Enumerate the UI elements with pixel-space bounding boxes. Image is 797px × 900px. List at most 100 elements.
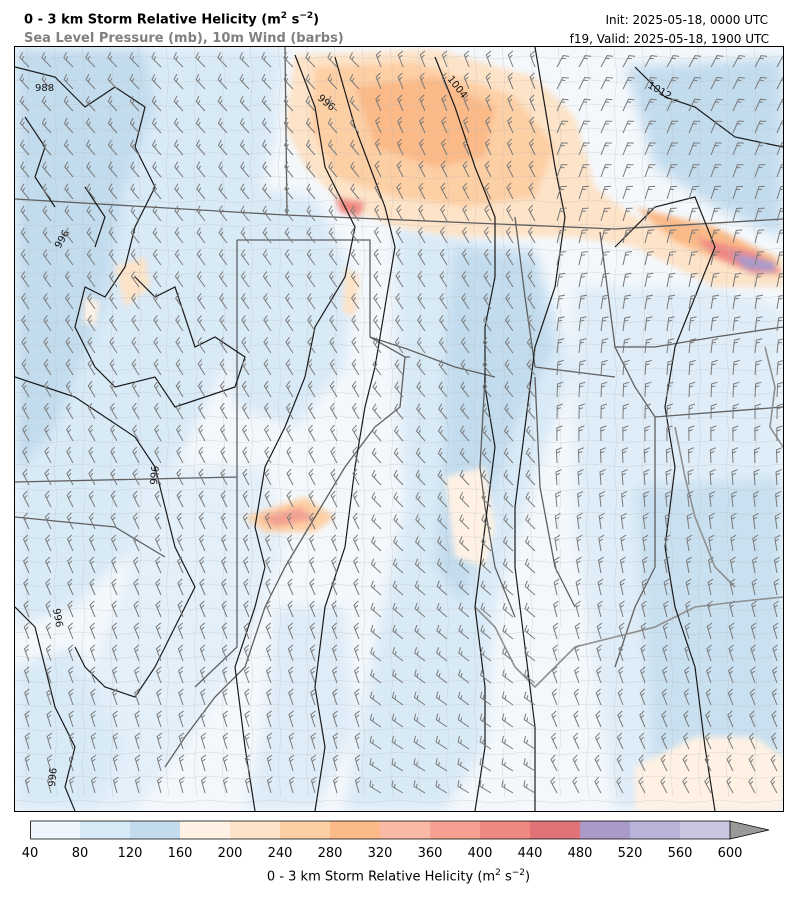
wind-barb <box>435 713 448 728</box>
wind-barb <box>600 142 612 156</box>
wind-barb <box>641 600 647 618</box>
wind-barb <box>666 272 676 288</box>
wind-barb <box>505 293 514 310</box>
wind-barb <box>551 688 558 706</box>
wind-barb <box>307 358 316 376</box>
wind-barb <box>330 534 338 552</box>
wind-barb <box>307 315 316 332</box>
wind-barb <box>643 469 650 486</box>
wind-barb <box>90 776 97 794</box>
wind-barb <box>85 95 96 112</box>
wind-barb <box>22 534 30 552</box>
wind-barb <box>288 710 294 728</box>
wind-barb <box>152 249 162 266</box>
wind-barb <box>263 380 272 398</box>
wind-barb <box>242 534 250 552</box>
wind-barb <box>19 139 30 156</box>
wind-barb <box>41 73 52 90</box>
wind-barb <box>524 624 536 640</box>
wind-barb <box>556 359 564 376</box>
wind-barb <box>393 469 404 486</box>
wind-barb <box>396 160 404 178</box>
wind-barb <box>556 120 569 134</box>
wind-barb <box>243 622 250 640</box>
wind-barb <box>413 691 426 706</box>
wind-barb <box>666 164 678 178</box>
wind-barb <box>481 425 492 442</box>
wind-barb <box>458 580 470 596</box>
wind-barb <box>578 120 591 134</box>
wind-barb <box>682 732 690 750</box>
wind-barb <box>392 580 404 596</box>
wind-barb <box>525 536 536 552</box>
wind-barb <box>63 73 74 90</box>
wind-barb <box>351 424 360 442</box>
wind-barb <box>41 117 52 134</box>
wind-barb <box>112 776 119 794</box>
wind-barb <box>600 403 607 420</box>
wind-barb <box>178 710 184 728</box>
wind-barb <box>89 666 96 684</box>
wind-barb <box>553 578 560 596</box>
wind-barb <box>771 710 778 728</box>
wind-barb <box>666 294 676 310</box>
wind-barb <box>555 490 562 508</box>
wind-barb <box>578 381 586 398</box>
wind-barb <box>332 710 338 728</box>
wind-barb <box>265 600 272 618</box>
wind-barb <box>749 710 756 728</box>
wind-barb <box>308 490 316 508</box>
colorbar-segment <box>330 821 381 839</box>
wind-barb <box>504 381 514 398</box>
wind-barb <box>132 490 140 508</box>
wind-barb <box>666 76 679 90</box>
wind-barb <box>481 447 492 464</box>
wind-barb <box>459 447 470 464</box>
wind-barb <box>243 644 250 662</box>
wind-barb <box>754 251 764 266</box>
colorbar-tick-label: 40 <box>21 846 39 861</box>
wind-barb <box>327 73 338 90</box>
wind-barb <box>328 227 338 244</box>
wind-barb <box>310 732 317 750</box>
wind-barb <box>437 447 448 464</box>
wind-barb <box>351 402 360 420</box>
wind-barb <box>705 710 712 728</box>
wind-barb <box>774 512 781 530</box>
wind-barb <box>578 403 585 420</box>
wind-barb <box>86 205 96 222</box>
wind-barb <box>754 185 766 200</box>
wind-barb <box>572 732 580 750</box>
wind-barb <box>622 185 634 200</box>
colorbar-segment <box>430 821 481 839</box>
wind-barb <box>19 52 30 68</box>
wind-barb <box>111 600 118 618</box>
wind-barb <box>666 185 678 200</box>
wind-barb <box>151 95 162 112</box>
wind-barb <box>685 600 691 618</box>
wind-barb <box>688 338 697 354</box>
wind-barb <box>525 425 536 442</box>
wind-barb <box>506 116 514 134</box>
wind-barb <box>502 624 514 640</box>
wind-barb <box>22 468 30 486</box>
isobar-label: 988 <box>35 83 54 94</box>
wind-barb <box>688 272 698 288</box>
wind-barb <box>285 337 294 354</box>
wind-barb <box>244 732 251 750</box>
wind-barb <box>524 558 536 574</box>
wind-barb <box>459 425 470 442</box>
wind-barb <box>416 381 426 398</box>
wind-barb <box>622 316 631 332</box>
colorbar-tick-label: 160 <box>167 846 193 861</box>
wind-barb <box>130 249 140 266</box>
wind-barb <box>350 161 360 178</box>
wind-barb <box>480 624 492 640</box>
wind-barb <box>458 647 470 662</box>
wind-barb <box>666 120 679 134</box>
wind-barb <box>732 229 743 244</box>
wind-barb <box>438 315 448 332</box>
wind-barb <box>20 161 30 178</box>
wind-barb <box>66 446 74 464</box>
wind-barb <box>43 402 52 420</box>
